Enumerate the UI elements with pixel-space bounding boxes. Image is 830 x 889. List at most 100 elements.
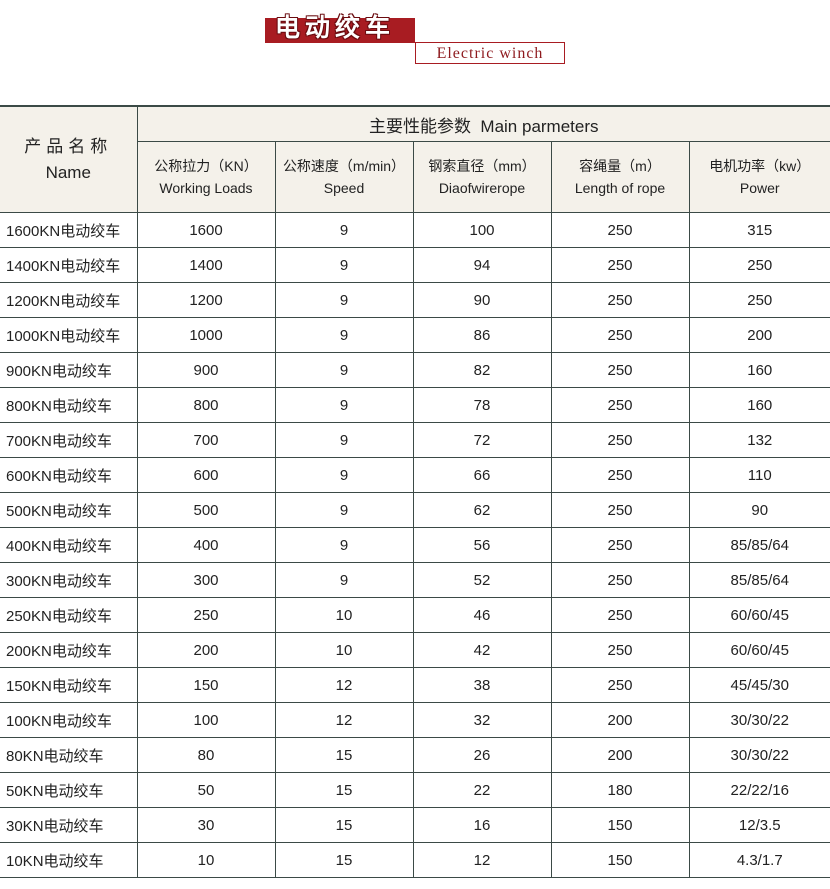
rope-diameter-cell: 78 (413, 387, 552, 423)
rope-length-cell: 250 (551, 667, 690, 703)
working-load-cell: 800 (137, 387, 276, 423)
working-load-cell: 30 (137, 807, 276, 843)
motor-power-cell: 250 (689, 247, 830, 283)
product-name-cell: 200KN电动绞车 (0, 632, 138, 668)
title-banner (265, 18, 415, 43)
rope-diameter-cell: 52 (413, 562, 552, 598)
table-row: 700KN电动绞车 700 9 72 250 132 (0, 422, 830, 458)
speed-cell: 9 (275, 282, 414, 318)
rope-diameter-cell: 72 (413, 422, 552, 458)
rope-length-cell: 250 (551, 597, 690, 633)
rope-diameter-cell: 86 (413, 317, 552, 353)
speed-cell: 15 (275, 772, 414, 808)
rope-length-cell: 250 (551, 352, 690, 388)
name-header: 产品名称 Name (0, 105, 138, 213)
rope-length-cell: 250 (551, 317, 690, 353)
table-row: 100KN电动绞车 100 12 32 200 30/30/22 (0, 702, 830, 738)
motor-power-cell: 30/30/22 (689, 737, 830, 773)
rope-length-cell: 250 (551, 422, 690, 458)
rope-length-cell: 250 (551, 212, 690, 248)
working-load-cell: 300 (137, 562, 276, 598)
column-header: 钢索直径（mm） Diaofwirerope (413, 141, 552, 213)
product-name-cell: 600KN电动绞车 (0, 457, 138, 493)
product-name-cell: 250KN电动绞车 (0, 597, 138, 633)
product-name-cell: 50KN电动绞车 (0, 772, 138, 808)
motor-power-cell: 60/60/45 (689, 597, 830, 633)
rope-length-cell: 150 (551, 842, 690, 878)
working-load-cell: 10 (137, 842, 276, 878)
working-load-cell: 500 (137, 492, 276, 528)
table-row: 80KN电动绞车 80 15 26 200 30/30/22 (0, 737, 830, 773)
product-name-cell: 700KN电动绞车 (0, 422, 138, 458)
table-row: 1600KN电动绞车 1600 9 100 250 315 (0, 212, 830, 248)
rope-diameter-cell: 90 (413, 282, 552, 318)
rope-diameter-cell: 46 (413, 597, 552, 633)
rope-length-cell: 250 (551, 457, 690, 493)
motor-power-cell: 85/85/64 (689, 527, 830, 563)
working-load-cell: 1600 (137, 212, 276, 248)
title-english: Electric winch (436, 45, 544, 62)
speed-cell: 9 (275, 317, 414, 353)
table-row: 1400KN电动绞车 1400 9 94 250 250 (0, 247, 830, 283)
table-row: 250KN电动绞车 250 10 46 250 60/60/45 (0, 597, 830, 633)
table-row: 500KN电动绞车 500 9 62 250 90 (0, 492, 830, 528)
table-row: 600KN电动绞车 600 9 66 250 110 (0, 457, 830, 493)
table-row: 800KN电动绞车 800 9 78 250 160 (0, 387, 830, 423)
table-row: 10KN电动绞车 10 15 12 150 4.3/1.7 (0, 842, 830, 878)
table-row: 50KN电动绞车 50 15 22 180 22/22/16 (0, 772, 830, 808)
rope-length-cell: 250 (551, 247, 690, 283)
rope-length-cell: 250 (551, 562, 690, 598)
rope-diameter-cell: 12 (413, 842, 552, 878)
rope-length-cell: 150 (551, 807, 690, 843)
column-header-en: Speed (323, 180, 365, 196)
speed-cell: 9 (275, 527, 414, 563)
motor-power-cell: 250 (689, 282, 830, 318)
motor-power-cell: 22/22/16 (689, 772, 830, 808)
column-header-cn: 电机功率（kw） (709, 158, 811, 174)
table-row: 150KN电动绞车 150 12 38 250 45/45/30 (0, 667, 830, 703)
column-header: 公称速度（m/min） Speed (275, 141, 414, 213)
speed-cell: 9 (275, 422, 414, 458)
product-name-cell: 300KN电动绞车 (0, 562, 138, 598)
working-load-cell: 50 (137, 772, 276, 808)
working-load-cell: 600 (137, 457, 276, 493)
product-name-cell: 30KN电动绞车 (0, 807, 138, 843)
speed-cell: 9 (275, 212, 414, 248)
product-name-cell: 800KN电动绞车 (0, 387, 138, 423)
speed-cell: 9 (275, 457, 414, 493)
rope-length-cell: 250 (551, 527, 690, 563)
speed-cell: 9 (275, 247, 414, 283)
rope-diameter-cell: 56 (413, 527, 552, 563)
speed-cell: 9 (275, 562, 414, 598)
working-load-cell: 1200 (137, 282, 276, 318)
name-header-cn: 产品名称 (24, 136, 113, 156)
name-header-en: Name (45, 162, 91, 182)
product-name-cell: 1600KN电动绞车 (0, 212, 138, 248)
rope-length-cell: 200 (551, 702, 690, 738)
table-row: 200KN电动绞车 200 10 42 250 60/60/45 (0, 632, 830, 668)
group-header: 主要性能参数 Main parmeters (137, 105, 830, 142)
motor-power-cell: 60/60/45 (689, 632, 830, 668)
title-chinese: 电动绞车 (275, 13, 396, 42)
working-load-cell: 700 (137, 422, 276, 458)
motor-power-cell: 110 (689, 457, 830, 493)
working-load-cell: 150 (137, 667, 276, 703)
column-header-en: Diaofwirerope (438, 180, 526, 196)
working-load-cell: 400 (137, 527, 276, 563)
rope-diameter-cell: 16 (413, 807, 552, 843)
column-header-en: Working Loads (159, 180, 253, 196)
speed-cell: 9 (275, 492, 414, 528)
motor-power-cell: 315 (689, 212, 830, 248)
motor-power-cell: 85/85/64 (689, 562, 830, 598)
motor-power-cell: 90 (689, 492, 830, 528)
product-name-cell: 900KN电动绞车 (0, 352, 138, 388)
working-load-cell: 1000 (137, 317, 276, 353)
working-load-cell: 900 (137, 352, 276, 388)
speed-cell: 15 (275, 807, 414, 843)
rope-diameter-cell: 42 (413, 632, 552, 668)
rope-length-cell: 250 (551, 632, 690, 668)
speed-cell: 12 (275, 702, 414, 738)
speed-cell: 9 (275, 352, 414, 388)
working-load-cell: 1400 (137, 247, 276, 283)
rope-diameter-cell: 94 (413, 247, 552, 283)
